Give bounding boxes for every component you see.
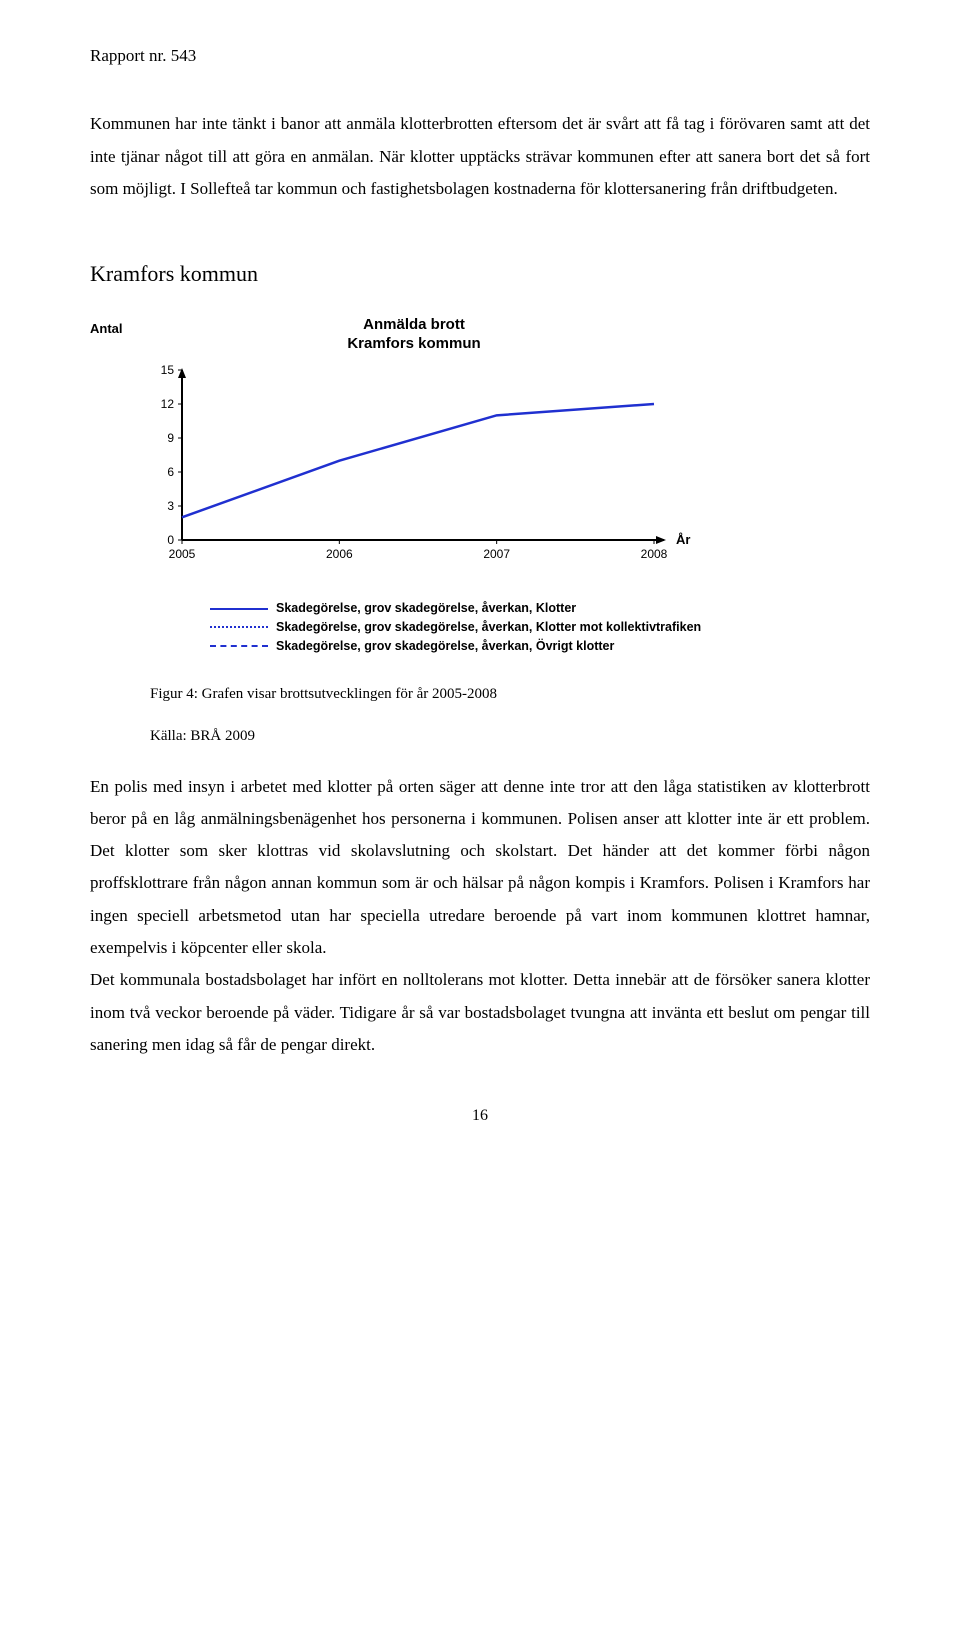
svg-text:6: 6 (167, 465, 174, 479)
legend-item-2: Skadegörelse, grov skadegörelse, åverkan… (210, 618, 870, 637)
svg-text:2007: 2007 (483, 547, 510, 561)
paragraph-1: Kommunen har inte tänkt i banor att anmä… (90, 108, 870, 205)
legend-swatch-dotted (210, 626, 268, 628)
legend-label-3: Skadegörelse, grov skadegörelse, åverkan… (276, 637, 614, 656)
svg-text:9: 9 (167, 431, 174, 445)
legend-label-2: Skadegörelse, grov skadegörelse, åverkan… (276, 618, 701, 637)
svg-text:2006: 2006 (326, 547, 353, 561)
svg-text:2008: 2008 (641, 547, 668, 561)
chart-legend: Skadegörelse, grov skadegörelse, åverkan… (210, 599, 870, 655)
legend-swatch-dashed (210, 645, 268, 647)
line-chart: 0 3 6 9 12 15 2005 2006 2007 2008 År (134, 360, 694, 570)
report-number: Rapport nr. 543 (90, 40, 870, 72)
y-axis-label: Antal (90, 315, 134, 342)
paragraph-3: Det kommunala bostadsbolaget har infört … (90, 964, 870, 1061)
legend-item-3: Skadegörelse, grov skadegörelse, åverkan… (210, 637, 870, 656)
svg-text:15: 15 (161, 363, 175, 377)
svg-text:3: 3 (167, 499, 174, 513)
chart-title: Anmälda brott Kramfors kommun (134, 315, 694, 354)
svg-text:0: 0 (167, 533, 174, 547)
legend-label-1: Skadegörelse, grov skadegörelse, åverkan… (276, 599, 576, 618)
paragraph-2: En polis med insyn i arbetet med klotter… (90, 771, 870, 965)
figure-source: Källa: BRÅ 2009 (150, 722, 870, 751)
legend-swatch-solid (210, 608, 268, 610)
page-number: 16 (90, 1101, 870, 1131)
chart-title-line1: Anmälda brott (363, 316, 465, 333)
svg-text:År: År (676, 532, 690, 547)
legend-item-1: Skadegörelse, grov skadegörelse, åverkan… (210, 599, 870, 618)
chart-container: Antal Anmälda brott Kramfors kommun 0 3 6 9… (90, 315, 870, 751)
section-title: Kramfors kommun (90, 253, 870, 295)
figure-caption: Figur 4: Grafen visar brottsutvecklingen… (150, 680, 870, 709)
chart-title-line2: Kramfors kommun (347, 335, 480, 352)
svg-text:12: 12 (161, 397, 175, 411)
svg-text:2005: 2005 (169, 547, 196, 561)
